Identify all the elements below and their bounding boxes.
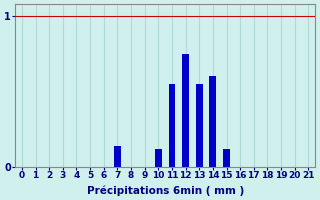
Bar [169, 84, 175, 167]
Bar [182, 54, 189, 167]
Bar [210, 76, 216, 167]
Bar [196, 84, 203, 167]
Bar [114, 146, 121, 167]
Bar [155, 149, 162, 167]
X-axis label: Précipitations 6min ( mm ): Précipitations 6min ( mm ) [86, 185, 244, 196]
Bar [223, 149, 230, 167]
